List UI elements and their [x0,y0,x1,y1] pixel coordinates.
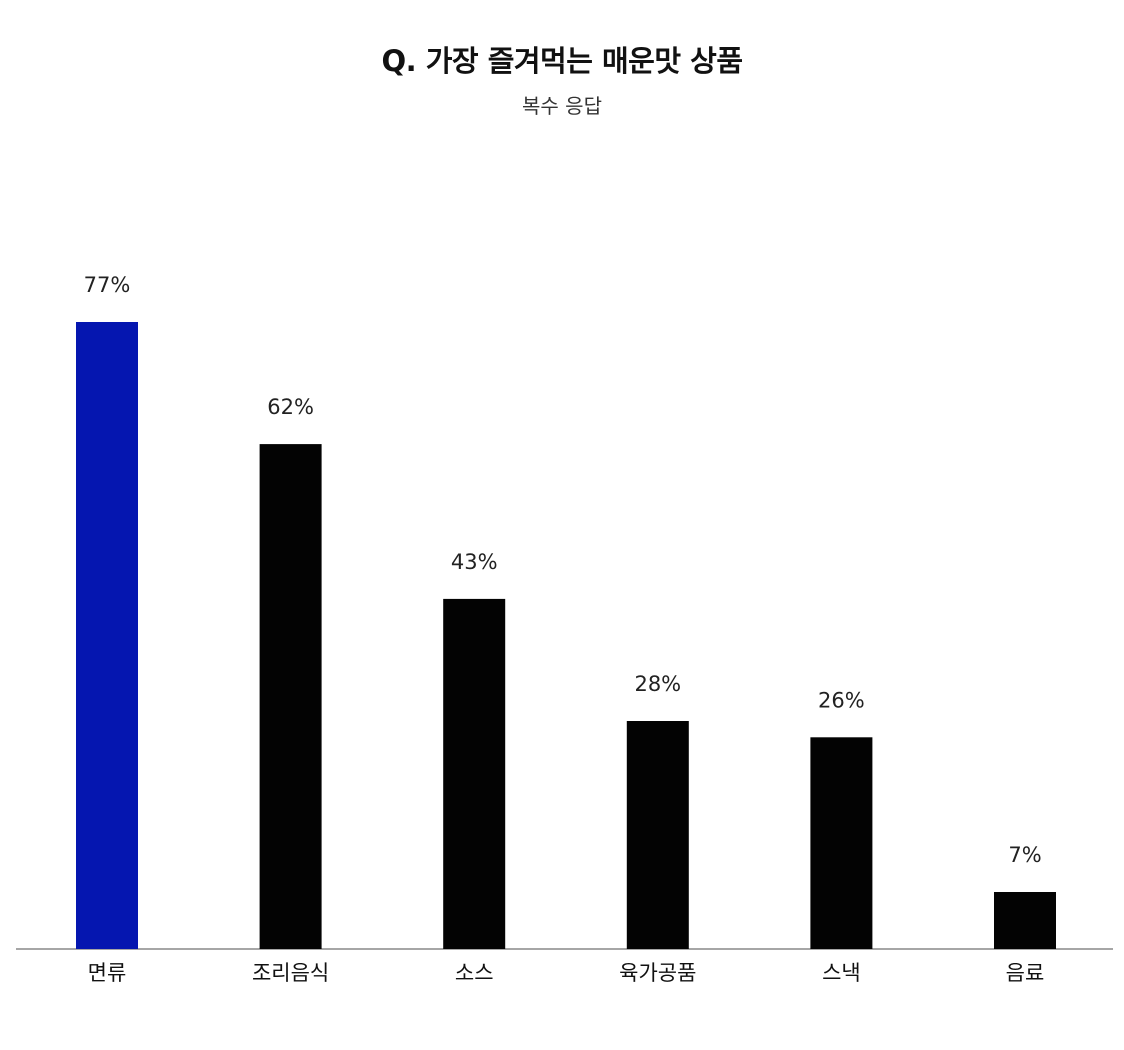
bar-3 [443,598,506,949]
category-label-2: 조리음식 [252,961,329,985]
category-label-5: 스낵 [822,961,861,985]
category-label-6: 음료 [1006,961,1045,985]
chart-title: Q. 가장 즐겨먹는 매운맛 상품 [381,44,743,78]
data-label-4: 28% [634,672,681,696]
data-label-2: 62% [267,395,314,419]
category-label-1: 면류 [88,961,127,985]
category-label-4: 육가공품 [619,961,696,985]
data-label-1: 77% [84,273,131,297]
data-label-5: 26% [818,688,865,712]
data-label-6: 7% [1008,843,1041,867]
chart-subtitle: 복수 응답 [522,94,602,118]
bar-6 [994,892,1056,949]
data-label-3: 43% [451,550,498,574]
bar-5 [810,737,873,949]
bar-4 [626,721,689,949]
bar-1 [76,322,138,949]
category-label-3: 소스 [455,961,494,985]
bar-2 [259,444,322,949]
